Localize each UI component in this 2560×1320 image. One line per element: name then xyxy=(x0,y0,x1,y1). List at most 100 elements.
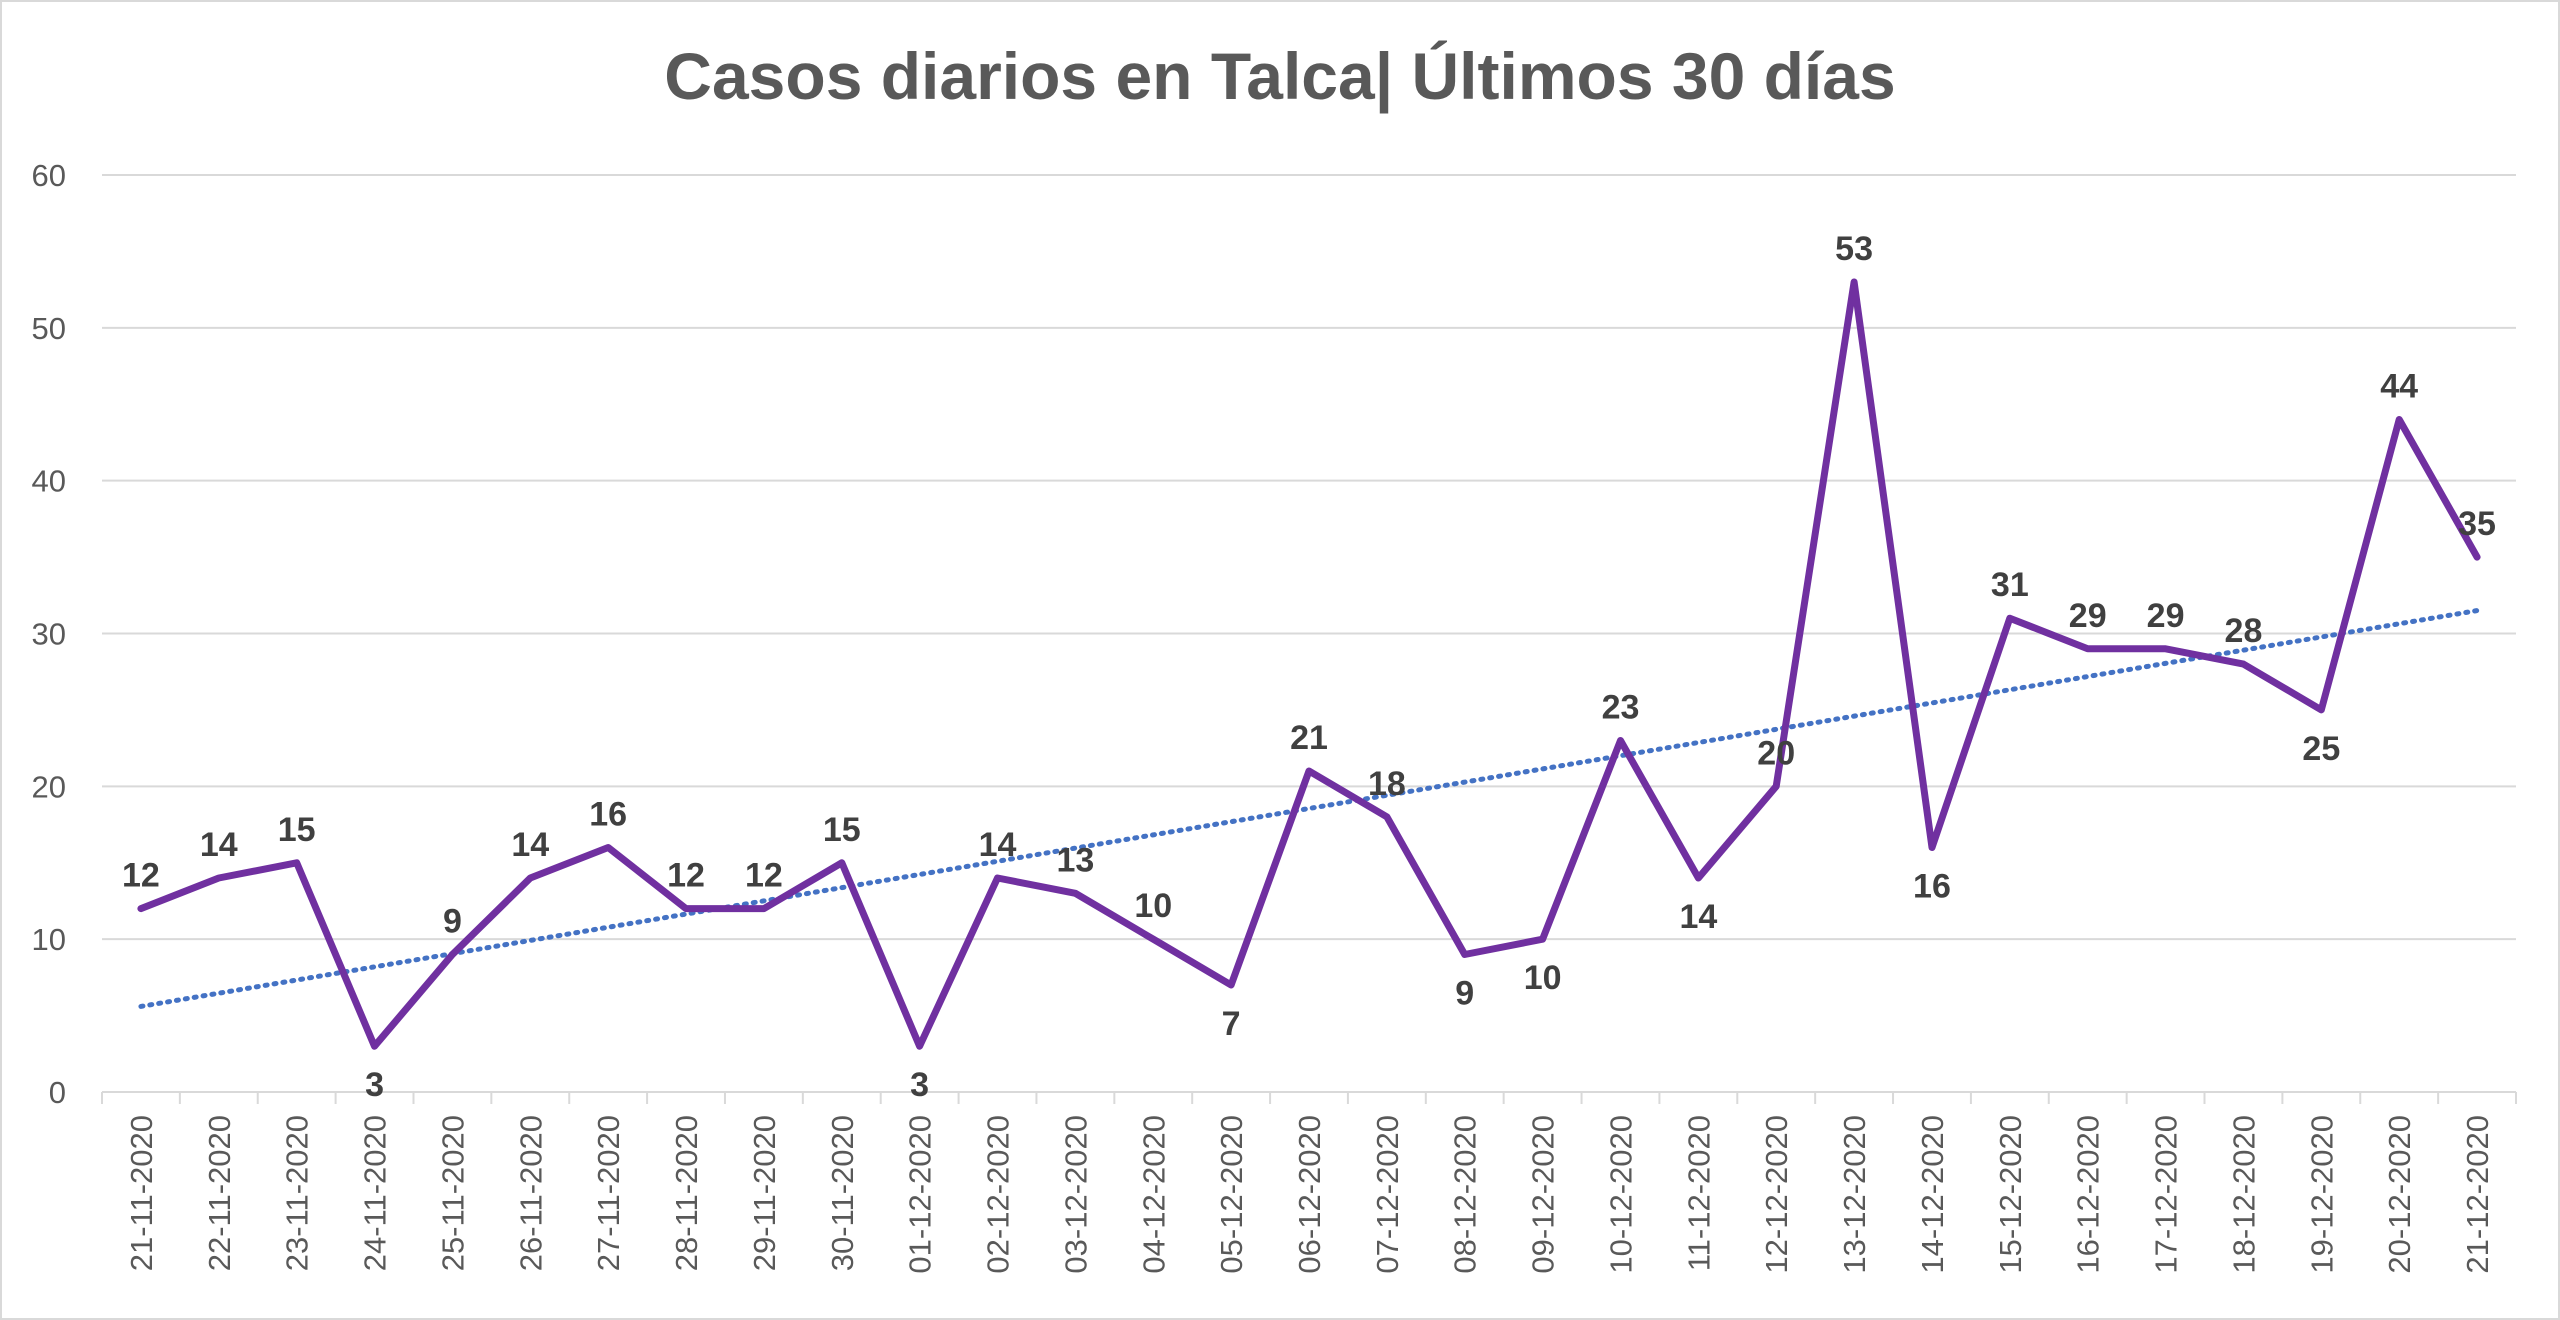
data-point xyxy=(916,1043,923,1050)
x-tick-label: 03-12-2020 xyxy=(1058,1115,1093,1274)
data-point xyxy=(1928,844,1935,851)
series-line xyxy=(137,278,2481,1050)
data-point xyxy=(1072,890,1079,897)
y-tick-label: 30 xyxy=(32,617,66,652)
data-label: 10 xyxy=(1134,887,1172,925)
x-tick-label: 17-12-2020 xyxy=(2149,1115,2184,1274)
data-point xyxy=(1617,737,1624,744)
data-label: 35 xyxy=(2458,505,2496,543)
data-label: 12 xyxy=(667,857,705,895)
data-point xyxy=(2396,416,2403,423)
data-label: 20 xyxy=(1757,734,1795,772)
data-point xyxy=(2006,615,2013,622)
data-point xyxy=(137,905,144,912)
data-label: 53 xyxy=(1835,230,1873,268)
data-label: 44 xyxy=(2380,368,2418,406)
x-tick-label: 11-12-2020 xyxy=(1681,1115,1716,1271)
data-label: 16 xyxy=(1913,867,1951,905)
x-tick-label: 08-12-2020 xyxy=(1448,1115,1483,1274)
y-tick-label: 50 xyxy=(32,311,66,346)
data-label: 14 xyxy=(200,826,238,864)
x-tick-label: 01-12-2020 xyxy=(903,1115,938,1274)
x-tick-label: 27-11-2020 xyxy=(591,1115,626,1271)
data-point xyxy=(2474,554,2481,561)
x-tick-label: 12-12-2020 xyxy=(1759,1115,1794,1274)
data-label: 14 xyxy=(1679,898,1717,936)
data-label: 9 xyxy=(1455,974,1474,1012)
data-label: 31 xyxy=(1991,566,2029,604)
data-point xyxy=(994,875,1001,882)
data-point xyxy=(449,951,456,958)
x-tick-label: 14-12-2020 xyxy=(1915,1115,1950,1274)
data-point xyxy=(1150,936,1157,943)
data-label: 14 xyxy=(511,826,549,864)
x-tick-label: 20-12-2020 xyxy=(2382,1115,2417,1274)
data-label: 12 xyxy=(745,857,783,895)
x-tick-label: 22-11-2020 xyxy=(202,1115,237,1271)
data-point xyxy=(1228,982,1235,989)
data-label: 15 xyxy=(278,811,316,849)
data-label: 10 xyxy=(1524,959,1562,997)
chart-title: Casos diarios en Talca| Últimos 30 días xyxy=(664,39,1896,113)
data-point xyxy=(1383,813,1390,820)
data-label: 3 xyxy=(365,1066,384,1104)
data-label: 12 xyxy=(122,857,160,895)
y-axis: 0 10 20 30 40 50 60 xyxy=(32,158,66,1110)
x-tick-label: 29-11-2020 xyxy=(747,1115,782,1271)
data-point xyxy=(2318,706,2325,713)
x-tick-label: 15-12-2020 xyxy=(1993,1115,2028,1274)
x-tick-label: 25-11-2020 xyxy=(435,1115,470,1271)
x-tick-label: 19-12-2020 xyxy=(2304,1115,2339,1274)
data-label: 28 xyxy=(2225,612,2263,650)
data-label: 13 xyxy=(1056,841,1094,879)
data-label: 21 xyxy=(1290,719,1328,757)
data-point xyxy=(1851,278,1858,285)
data-point xyxy=(2084,645,2091,652)
series-layer xyxy=(137,278,2481,1050)
x-tick-label: 16-12-2020 xyxy=(2071,1115,2106,1274)
y-tick-label: 60 xyxy=(32,158,66,193)
x-tick-label: 07-12-2020 xyxy=(1370,1115,1405,1274)
x-tick-label: 24-11-2020 xyxy=(358,1115,393,1271)
data-point xyxy=(605,844,612,851)
gridlines xyxy=(102,174,2516,1093)
trendline-layer xyxy=(138,608,2480,1009)
x-tick-label: 10-12-2020 xyxy=(1603,1115,1638,1274)
data-point xyxy=(215,875,222,882)
y-tick-label: 0 xyxy=(49,1075,66,1110)
x-tick-label: 09-12-2020 xyxy=(1526,1115,1561,1274)
data-point xyxy=(1773,783,1780,790)
data-label: 14 xyxy=(979,826,1017,864)
x-tick-label: 23-11-2020 xyxy=(280,1115,315,1271)
x-tick-label: 02-12-2020 xyxy=(981,1115,1016,1274)
data-label: 18 xyxy=(1368,765,1406,803)
data-labels: 12 14 15 3 9 14 16 12 12 15 3 14 13 10 7 21 18 9 10 23 14 20 5… xyxy=(122,230,2496,1104)
data-label: 29 xyxy=(2069,597,2107,635)
data-point xyxy=(1461,951,1468,958)
data-label: 3 xyxy=(910,1066,929,1104)
data-label: 9 xyxy=(443,902,462,940)
data-point xyxy=(293,859,300,866)
data-point xyxy=(2240,661,2247,668)
data-point xyxy=(760,905,767,912)
data-label: 25 xyxy=(2302,730,2340,768)
trendline xyxy=(138,608,2480,1009)
x-tick-label: 28-11-2020 xyxy=(669,1115,704,1271)
data-label: 7 xyxy=(1222,1005,1241,1043)
y-tick-label: 40 xyxy=(32,464,66,499)
x-tick-label: 06-12-2020 xyxy=(1292,1115,1327,1274)
data-point xyxy=(1695,875,1702,882)
y-tick-label: 10 xyxy=(32,922,66,957)
data-point xyxy=(1306,768,1312,775)
data-label: 15 xyxy=(823,811,861,849)
x-tick-label: 18-12-2020 xyxy=(2226,1115,2261,1274)
data-point xyxy=(838,859,845,866)
data-point xyxy=(1539,936,1546,943)
x-tick-label: 13-12-2020 xyxy=(1837,1115,1872,1274)
y-tick-label: 20 xyxy=(32,769,66,804)
x-tick-label: 04-12-2020 xyxy=(1136,1115,1171,1274)
x-tick-label: 21-12-2020 xyxy=(2460,1115,2495,1274)
data-point xyxy=(2162,645,2169,652)
